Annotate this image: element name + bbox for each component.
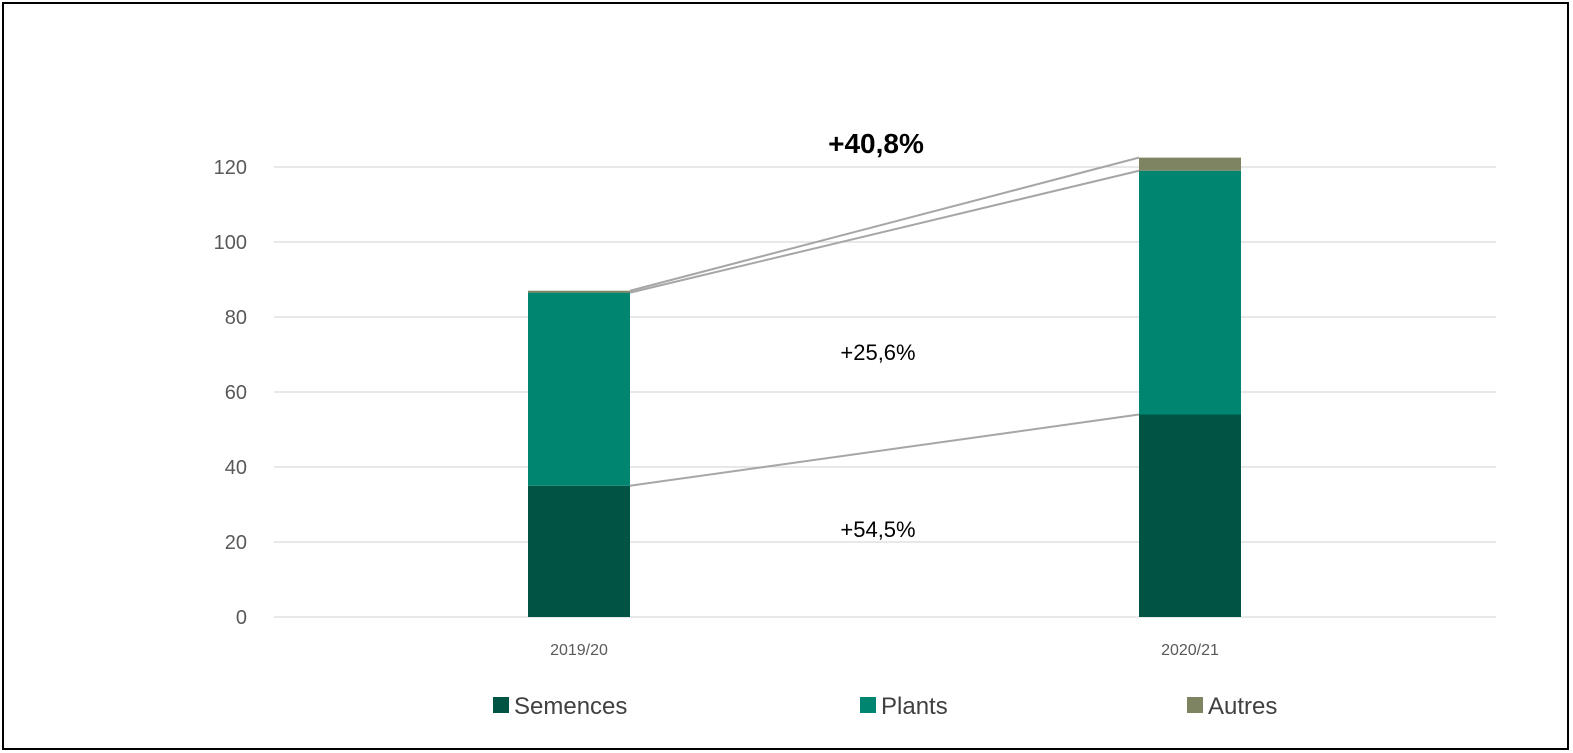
legend-swatch-semences bbox=[493, 697, 509, 713]
bar-segment-autres bbox=[1139, 157, 1241, 171]
connector-line bbox=[629, 169, 1140, 294]
y-tick-label: 0 bbox=[236, 607, 247, 629]
growth-annotation: +40,8% bbox=[828, 128, 924, 159]
legend-swatch-autres bbox=[1187, 697, 1203, 713]
legend: Semences Plants Autres bbox=[493, 693, 1277, 720]
y-tick-label: 80 bbox=[225, 307, 247, 329]
bar-segment-semences bbox=[528, 485, 630, 617]
bars bbox=[528, 157, 1241, 617]
bar-segment-semences bbox=[1139, 414, 1241, 617]
growth-annotation: +25,6% bbox=[840, 340, 915, 365]
connector-lines bbox=[629, 156, 1140, 487]
growth-annotation: +54,5% bbox=[840, 517, 915, 542]
bar-segment-plants bbox=[1139, 170, 1241, 415]
legend-label-autres: Autres bbox=[1208, 693, 1277, 720]
y-axis-ticks: 0 20 40 60 80 100 120 bbox=[214, 157, 247, 629]
bar-segment-plants bbox=[528, 292, 630, 486]
legend-label-semences: Semences bbox=[514, 693, 627, 720]
y-tick-label: 20 bbox=[225, 532, 247, 554]
y-tick-label: 120 bbox=[214, 157, 247, 179]
legend-swatch-plants bbox=[860, 697, 876, 713]
y-tick-label: 100 bbox=[214, 232, 247, 254]
x-tick-label: 2020/21 bbox=[1161, 642, 1219, 659]
x-axis-ticks: 2019/20 2020/21 bbox=[550, 642, 1219, 659]
gridlines bbox=[274, 166, 1496, 618]
connector-line bbox=[629, 156, 1140, 292]
legend-label-plants: Plants bbox=[881, 693, 948, 720]
connector-line bbox=[629, 413, 1140, 487]
y-tick-label: 60 bbox=[225, 382, 247, 404]
x-tick-label: 2019/20 bbox=[550, 642, 608, 659]
annotations: +40,8% +25,6% +54,5% bbox=[828, 128, 924, 542]
bar-segment-autres bbox=[528, 290, 630, 293]
y-tick-label: 40 bbox=[225, 457, 247, 479]
